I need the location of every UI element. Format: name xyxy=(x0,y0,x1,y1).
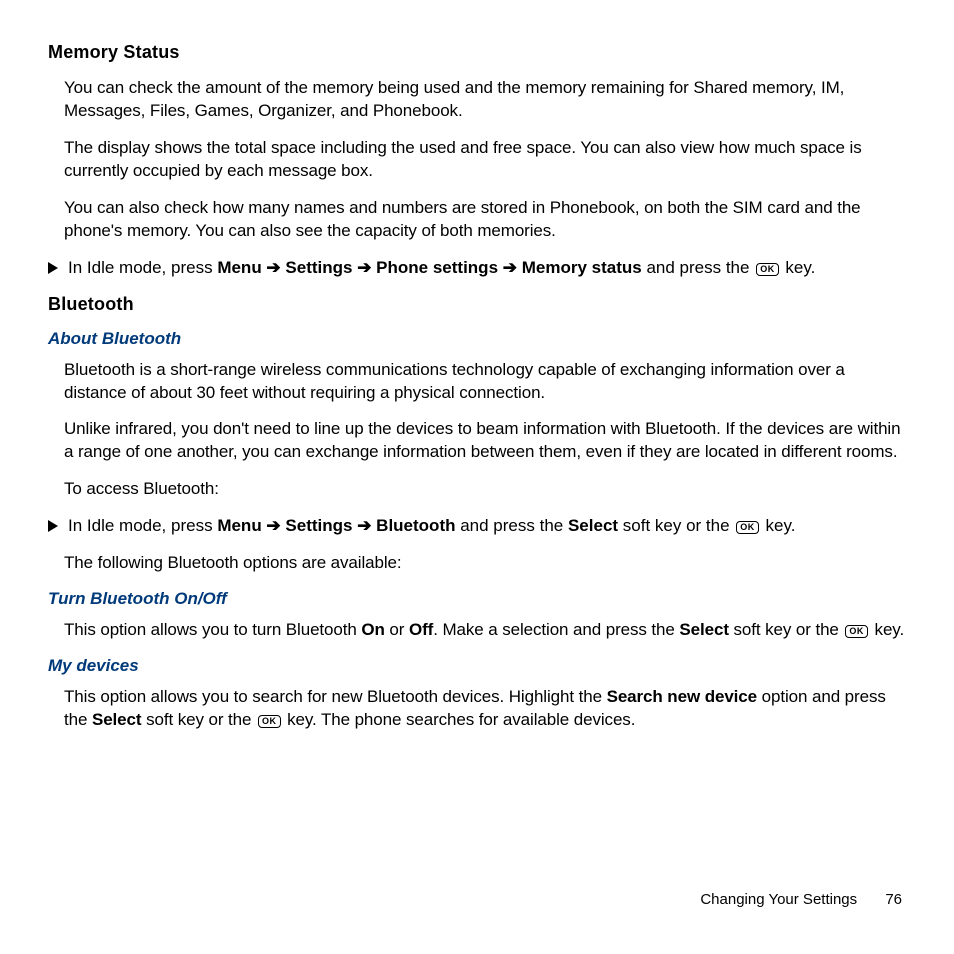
ok-key-icon: OK xyxy=(736,521,759,534)
triangle-bullet-icon xyxy=(48,520,58,532)
triangle-bullet-icon xyxy=(48,262,58,274)
paragraph: To access Bluetooth: xyxy=(64,478,906,501)
footer-section-name: Changing Your Settings xyxy=(700,891,857,908)
ok-key-icon: OK xyxy=(756,263,779,276)
page: Memory Status You can check the amount o… xyxy=(0,0,954,954)
heading-memory-status: Memory Status xyxy=(48,42,906,63)
paragraph: The following Bluetooth options are avai… xyxy=(64,552,906,575)
paragraph: You can also check how many names and nu… xyxy=(64,197,906,243)
page-footer: Changing Your Settings 76 xyxy=(700,891,902,908)
paragraph: The display shows the total space includ… xyxy=(64,137,906,183)
paragraph: Unlike infrared, you don't need to line … xyxy=(64,418,906,464)
page-number: 76 xyxy=(885,891,902,908)
paragraph: This option allows you to turn Bluetooth… xyxy=(64,619,906,642)
subheading-my-devices: My devices xyxy=(48,656,906,676)
paragraph: You can check the amount of the memory b… xyxy=(64,77,906,123)
step-text: In Idle mode, press Menu ➔ Settings ➔ Ph… xyxy=(68,257,906,280)
paragraph: This option allows you to search for new… xyxy=(64,686,906,732)
step-bluetooth-path: In Idle mode, press Menu ➔ Settings ➔ Bl… xyxy=(48,515,906,538)
subheading-about-bluetooth: About Bluetooth xyxy=(48,329,906,349)
subheading-turn-bluetooth: Turn Bluetooth On/Off xyxy=(48,589,906,609)
step-memory-path: In Idle mode, press Menu ➔ Settings ➔ Ph… xyxy=(48,257,906,280)
ok-key-icon: OK xyxy=(258,715,281,728)
ok-key-icon: OK xyxy=(845,625,868,638)
step-text: In Idle mode, press Menu ➔ Settings ➔ Bl… xyxy=(68,515,906,538)
paragraph: Bluetooth is a short-range wireless comm… xyxy=(64,359,906,405)
heading-bluetooth: Bluetooth xyxy=(48,294,906,315)
